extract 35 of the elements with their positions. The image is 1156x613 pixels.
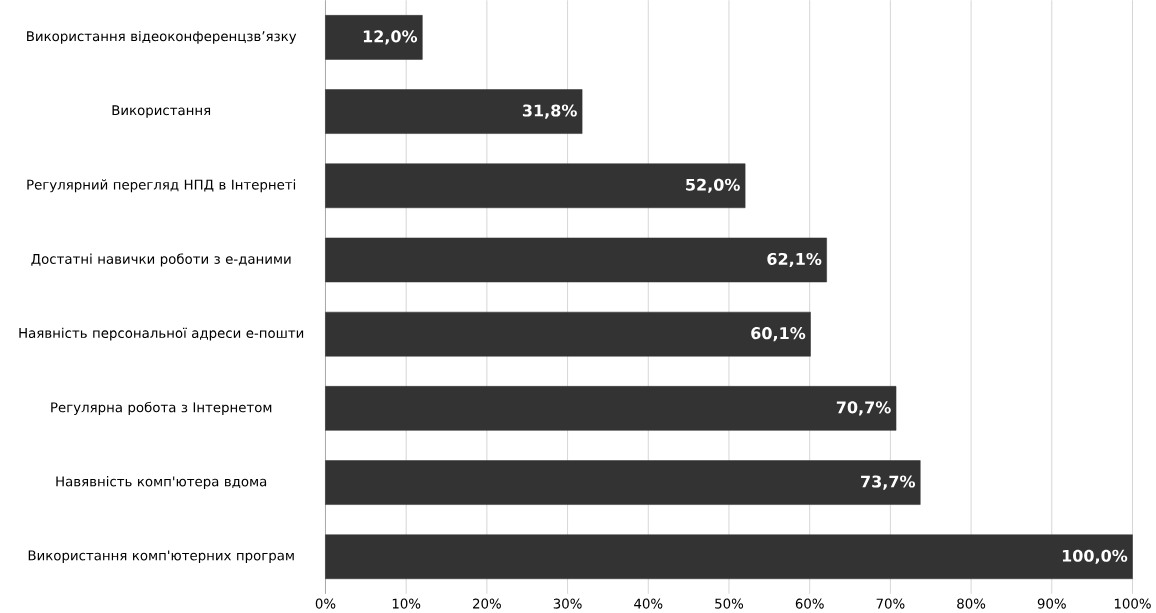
- x-tick-label: 80%: [957, 598, 986, 609]
- x-tick-label: 70%: [876, 598, 905, 609]
- bar: [325, 15, 423, 60]
- data-label: 31,8%: [522, 104, 577, 119]
- bar: [325, 386, 897, 431]
- y-tick-label: Використання відеоконференцзв’язку: [27, 30, 297, 44]
- x-tick-label: 20%: [473, 598, 501, 609]
- bar: [325, 460, 921, 505]
- x-tick-label: 50%: [715, 598, 744, 609]
- y-tick-label: Регулярна робота з Інтернетом: [51, 401, 272, 415]
- x-tick-label: 0%: [315, 598, 336, 609]
- data-label: 73,7%: [861, 475, 916, 490]
- y-tick-label: Навявність комп'ютера вдома: [56, 476, 267, 489]
- y-tick-label: Використання комп'ютерних програм: [28, 550, 294, 563]
- y-tick-label: Наявність персональної адреси е-пошти: [19, 327, 304, 341]
- data-label: 60,1%: [751, 327, 806, 342]
- bar: [325, 311, 811, 357]
- bar: [325, 89, 583, 134]
- data-label: 12,0%: [363, 30, 418, 45]
- data-label: 52,0%: [686, 178, 740, 193]
- x-tick-label: 60%: [795, 598, 824, 609]
- data-label: 100,0%: [1062, 549, 1128, 564]
- x-tick-label: 40%: [634, 598, 663, 609]
- y-tick-label: Достатні навички роботи з е-даними: [31, 253, 291, 267]
- x-tick-label: 90%: [1037, 598, 1066, 609]
- x-tick-label: 10%: [392, 598, 421, 609]
- y-tick-label: Регулярний перегляд НПД в Інтернеті: [27, 179, 296, 193]
- x-tick-label: 100%: [1114, 598, 1151, 609]
- bar: [325, 237, 827, 283]
- data-label: 70,7%: [836, 401, 891, 416]
- y-tick-label: Використання: [112, 105, 211, 118]
- bar: [325, 163, 746, 208]
- bar: [325, 534, 1133, 579]
- data-label: 62,1%: [767, 252, 822, 267]
- x-tick-label: 30%: [553, 598, 582, 609]
